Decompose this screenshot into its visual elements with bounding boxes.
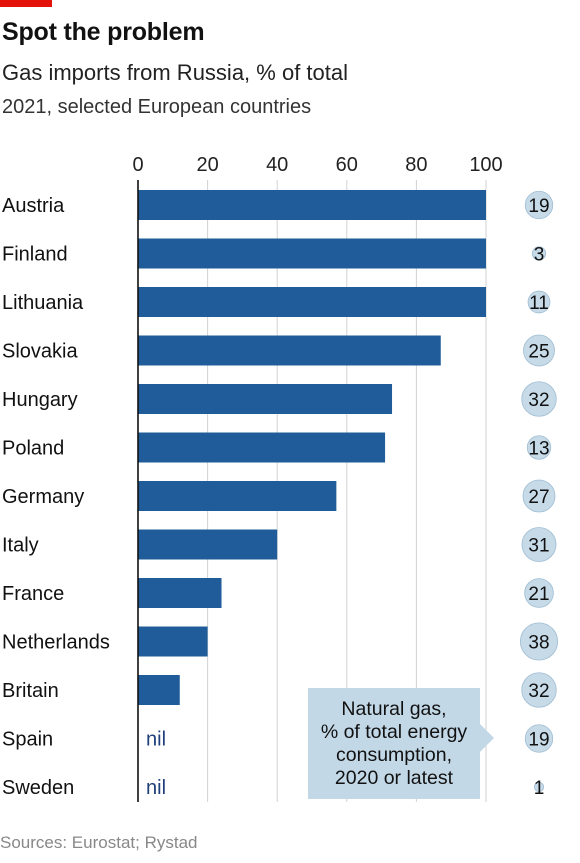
- bubble: [522, 479, 556, 513]
- nil-label: nil: [146, 777, 166, 799]
- category-label: Netherlands: [2, 632, 110, 654]
- category-label: Lithuania: [2, 292, 84, 314]
- category-label: Hungary: [2, 389, 78, 411]
- source-note: Sources: Eurostat; Rystad: [0, 833, 198, 852]
- bubble: [521, 527, 557, 562]
- bubble: [533, 781, 545, 793]
- category-label: Sweden: [2, 777, 74, 799]
- note-line-2: % of total energy: [320, 720, 468, 743]
- bar: [138, 190, 486, 220]
- bubble-label: 38: [528, 633, 549, 654]
- bubble: [521, 381, 557, 417]
- bubble: [524, 724, 554, 753]
- category-label: Italy: [2, 535, 39, 557]
- bar: [138, 626, 208, 657]
- bubble-label: 11: [529, 293, 549, 314]
- x-tick-label: 80: [405, 154, 427, 176]
- bar: [138, 481, 337, 511]
- bubble-label: 27: [528, 487, 549, 508]
- x-tick-label: 60: [336, 154, 358, 176]
- bar: [138, 675, 180, 705]
- category-label: Poland: [2, 438, 64, 460]
- chart-subtitle: Gas imports from Russia, % of total: [2, 60, 348, 85]
- bubble-label: 21: [528, 584, 549, 605]
- category-label: Britain: [2, 680, 59, 702]
- bubble: [524, 578, 554, 608]
- bubble: [521, 672, 557, 708]
- bar: [138, 432, 386, 463]
- bar: [138, 287, 486, 317]
- bubble-label: 32: [528, 681, 549, 702]
- x-tick-label: 20: [196, 154, 218, 176]
- note-line-4: 2020 or latest: [334, 766, 454, 789]
- bubble-label: 19: [528, 730, 549, 751]
- bubble-label: 25: [528, 342, 549, 363]
- category-label: Slovakia: [2, 341, 78, 363]
- category-label: Germany: [2, 486, 84, 508]
- bar: [138, 578, 222, 608]
- bubble: [519, 622, 559, 661]
- bar: [138, 335, 441, 366]
- chart-subsubtitle: 2021, selected European countries: [2, 96, 312, 118]
- category-label: Spain: [2, 729, 53, 751]
- brand-tag: [0, 0, 52, 7]
- bar: [138, 384, 393, 414]
- bubble-label: 19: [528, 196, 549, 217]
- bar: [138, 529, 278, 560]
- bubble: [526, 435, 552, 460]
- bubble-legend-note: Natural gas, % of total energy consumpti…: [308, 688, 480, 799]
- nil-label: nil: [146, 729, 166, 751]
- x-tick-label: 0: [132, 154, 143, 176]
- bubble: [531, 246, 547, 261]
- bar: [138, 238, 486, 269]
- bubble-label: 32: [528, 390, 549, 411]
- category-label: France: [2, 583, 64, 605]
- note-line-1: Natural gas,: [341, 697, 447, 720]
- bubble: [527, 290, 551, 314]
- bubble-label: 3: [534, 245, 545, 266]
- bubble-label: 31: [528, 536, 549, 557]
- note-line-3: consumption,: [336, 743, 452, 766]
- x-tick-label: 100: [469, 154, 502, 176]
- bubble: [523, 334, 555, 367]
- bubble-label: 1: [534, 778, 545, 799]
- category-label: Austria: [2, 195, 65, 217]
- category-label: Finland: [2, 244, 68, 266]
- bubble: [524, 190, 554, 220]
- note-pointer: [480, 724, 494, 752]
- chart-title: Spot the problem: [2, 18, 205, 46]
- x-tick-label: 40: [266, 154, 288, 176]
- bubble-label: 13: [528, 439, 549, 460]
